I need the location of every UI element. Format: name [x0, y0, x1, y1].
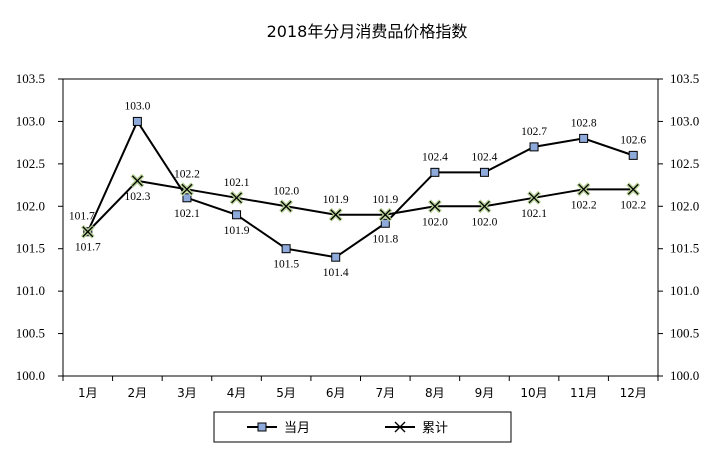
data-point-cumulative [477, 199, 492, 214]
y-tick-label-right: 101.0 [670, 283, 699, 298]
y-tick-label-right: 102.0 [670, 198, 699, 213]
legend-label-cumulative: 累计 [422, 421, 448, 436]
data-point-cumulative [576, 182, 591, 197]
y-tick-label-right: 100.0 [670, 368, 699, 383]
data-point-monthly [529, 142, 539, 152]
x-tick-label: 5月 [276, 386, 296, 400]
y-tick-label-right: 100.5 [670, 326, 699, 341]
marker-x [330, 209, 342, 221]
data-point-monthly [430, 167, 440, 177]
data-label-cumulative: 101.7 [75, 242, 101, 254]
data-point-cumulative [328, 207, 343, 222]
marker-x [82, 226, 94, 238]
x-tick-label: 6月 [326, 386, 346, 400]
marker-x [131, 175, 143, 187]
data-label-cumulative: 102.2 [571, 199, 597, 211]
x-tick-label: 4月 [227, 386, 247, 400]
marker-x [280, 200, 292, 212]
marker-x [478, 200, 490, 212]
marker-x [379, 209, 391, 221]
data-label-cumulative: 102.0 [472, 216, 498, 228]
marker-x [627, 183, 639, 195]
data-point-cumulative [130, 173, 145, 188]
data-point-cumulative [427, 199, 442, 214]
marker-x [429, 200, 441, 212]
x-tick-label: 11月 [570, 386, 597, 400]
data-point-monthly [628, 150, 638, 160]
y-tick-label-right: 101.5 [670, 241, 699, 256]
legend-label-monthly: 当月 [284, 421, 310, 436]
data-label-cumulative: 102.3 [124, 191, 150, 203]
chart-title: 2018年分月消费品价格指数 [267, 22, 468, 41]
y-tick-label-right: 102.5 [670, 156, 699, 171]
data-label-monthly: 101.8 [372, 233, 398, 245]
data-point-monthly [232, 210, 242, 220]
x-tick-label: 8月 [425, 386, 445, 400]
data-point-cumulative [180, 182, 194, 197]
data-point-monthly [132, 116, 142, 126]
data-point-cumulative [279, 199, 294, 214]
x-tick-label: 12月 [620, 386, 647, 400]
y-tick-label-left: 103.0 [16, 113, 45, 128]
y-tick-label-left: 102.5 [16, 156, 45, 171]
data-label-monthly: 101.5 [273, 259, 299, 271]
data-label-cumulative: 101.9 [323, 194, 349, 206]
data-point-cumulative [527, 190, 541, 205]
y-tick-label-left: 101.5 [16, 241, 45, 256]
x-tick-label: 1月 [78, 386, 98, 400]
series-line-cumulative [87, 179, 634, 233]
series-line-monthly [86, 119, 634, 259]
x-tick-label: 2月 [128, 386, 148, 400]
data-label-monthly: 101.7 [69, 211, 95, 223]
marker-x [528, 192, 540, 204]
y-tick-label-left: 100.5 [16, 326, 45, 341]
data-label-cumulative: 102.1 [521, 208, 547, 220]
data-label-cumulative: 102.0 [422, 216, 448, 228]
x-tick-label: 10月 [520, 386, 547, 400]
data-label-monthly: 102.4 [422, 151, 448, 163]
data-label-cumulative: 102.0 [273, 185, 299, 197]
plot-area [62, 78, 659, 377]
data-point-monthly [331, 252, 341, 262]
data-label-monthly: 101.4 [323, 267, 349, 279]
data-label-monthly: 103.0 [124, 100, 150, 112]
data-label-monthly: 102.8 [571, 117, 597, 129]
legend: 当月 累计 [213, 411, 512, 443]
data-point-cumulative [626, 182, 641, 197]
y-tick-label-left: 101.0 [16, 283, 45, 298]
data-label-cumulative: 101.9 [372, 194, 398, 206]
data-label-cumulative: 102.1 [224, 177, 250, 189]
legend-marker-square [257, 422, 267, 432]
data-label-cumulative: 102.2 [174, 168, 200, 180]
data-point-monthly [479, 167, 489, 177]
marker-x [578, 183, 590, 195]
data-label-monthly: 102.1 [174, 208, 200, 220]
y-tick-label-left: 102.0 [16, 198, 45, 213]
marker-x [231, 192, 243, 204]
y-tick-label-right: 103.5 [670, 71, 699, 86]
x-tick-label: 3月 [177, 386, 197, 400]
data-label-monthly: 102.4 [472, 151, 498, 163]
data-point-monthly [579, 133, 589, 143]
data-label-monthly: 102.7 [521, 126, 547, 138]
data-label-monthly: 102.6 [620, 134, 646, 146]
y-tick-label-left: 103.5 [16, 71, 45, 86]
x-tick-label: 9月 [475, 386, 495, 400]
data-label-monthly: 101.9 [224, 225, 250, 237]
data-point-cumulative [80, 224, 95, 239]
marker-x [181, 183, 193, 195]
data-label-cumulative: 102.2 [620, 199, 646, 211]
data-point-monthly [380, 218, 390, 228]
data-point-monthly [182, 193, 192, 203]
data-point-cumulative [229, 190, 244, 205]
x-tick-label: 7月 [375, 386, 395, 400]
y-tick-label-right: 103.0 [670, 113, 699, 128]
legend-marker-x [394, 421, 406, 433]
y-tick-label-left: 100.0 [16, 368, 45, 383]
data-point-monthly [281, 244, 291, 254]
data-point-cumulative [378, 207, 393, 222]
